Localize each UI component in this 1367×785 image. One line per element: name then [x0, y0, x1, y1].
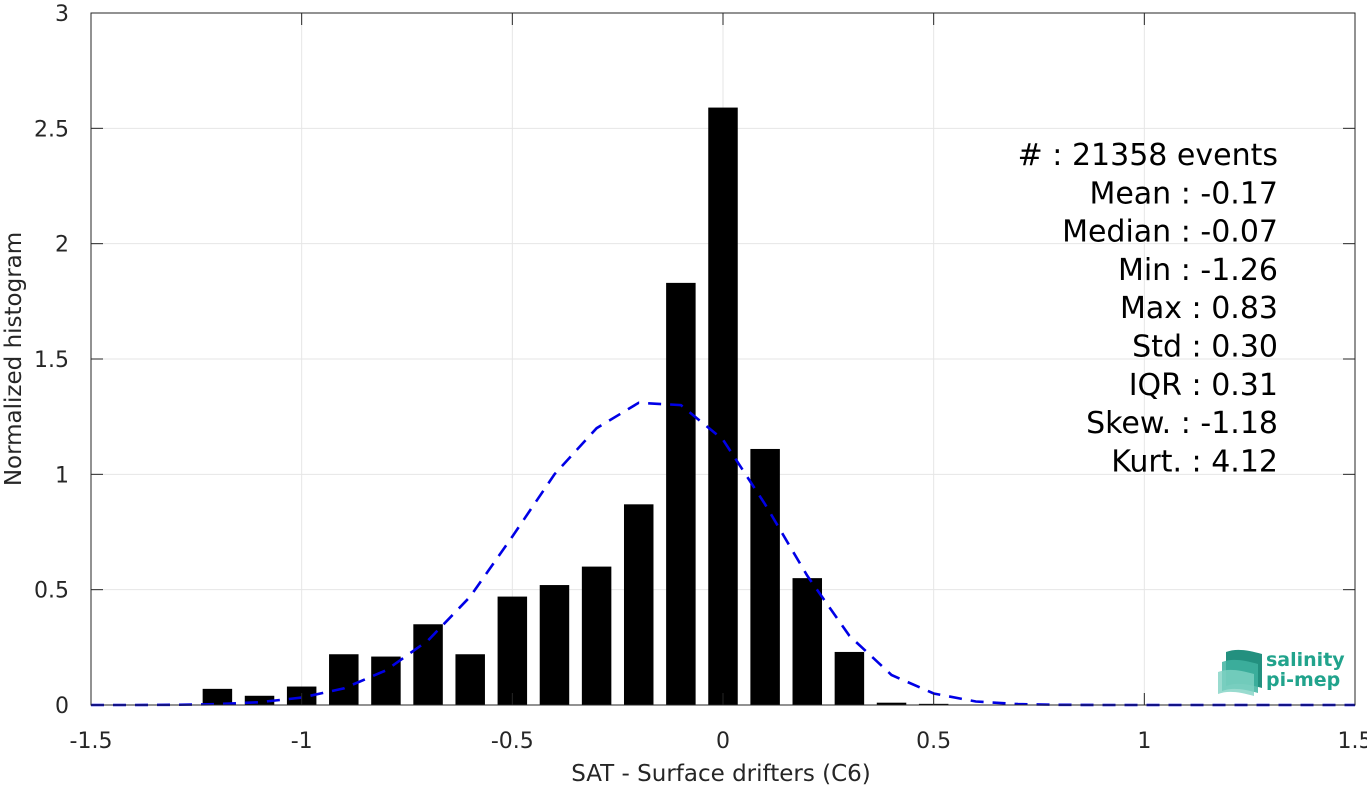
- bar-16: [876, 702, 907, 705]
- stat-line-6: IQR : 0.31: [1129, 368, 1278, 403]
- stat-line-8: Kurt. : 4.12: [1111, 444, 1278, 479]
- x-tick-label-2: -0.5: [491, 729, 534, 754]
- x-tick-label-1: -1: [291, 729, 313, 754]
- bar-12: [708, 107, 738, 705]
- y-tick-label-4: 2: [55, 233, 69, 258]
- bar-6: [455, 654, 485, 705]
- x-tick-label-3: 0: [716, 729, 730, 754]
- bar-1: [244, 695, 275, 705]
- x-tick-label-6: 1.5: [1338, 729, 1367, 754]
- x-tick-labels: -1.5 -1 -0.5 0 0.5 1 1.5: [70, 729, 1367, 754]
- y-tick-label-3: 1.5: [34, 348, 69, 373]
- stat-line-5: Std : 0.30: [1132, 330, 1278, 365]
- x-axis-label: SAT - Surface drifters (C6): [571, 761, 871, 785]
- logo-line2: pi-mep: [1266, 669, 1340, 691]
- y-tick-label-2: 1: [55, 463, 69, 488]
- stat-line-0: # : 21358 events: [1018, 138, 1278, 173]
- bar-7: [497, 596, 528, 705]
- bar-3: [329, 654, 359, 705]
- axis-ticks: [90, 12, 1356, 706]
- stat-line-4: Max : 0.83: [1120, 291, 1278, 326]
- logo-line1: salinity: [1266, 649, 1345, 671]
- x-tick-label-4: 0.5: [916, 729, 951, 754]
- bar-14: [792, 578, 823, 705]
- y-tick-label-0: 0: [55, 694, 69, 719]
- x-tick-label-5: 1: [1137, 729, 1151, 754]
- stat-line-1: Mean : -0.17: [1089, 176, 1278, 211]
- stat-line-7: Skew. : -1.18: [1086, 406, 1278, 441]
- bar-5: [413, 624, 443, 705]
- bars: [202, 107, 991, 705]
- wave-logo-icon: [1218, 649, 1262, 696]
- salinity-pimep-logo: salinity pi-mep: [1218, 649, 1345, 696]
- y-tick-label-5: 2.5: [34, 117, 69, 142]
- bar-9: [581, 566, 612, 705]
- x-tick-label-0: -1.5: [70, 729, 113, 754]
- bar-8: [539, 585, 570, 705]
- stat-line-2: Median : -0.07: [1062, 215, 1278, 250]
- y-axis-label: Normalized histogram: [1, 232, 27, 486]
- stat-line-3: Min : -1.26: [1118, 253, 1278, 288]
- bar-15: [834, 651, 865, 705]
- y-tick-label-6: 3: [55, 2, 69, 27]
- bar-13: [750, 448, 780, 705]
- bar-11: [666, 282, 696, 705]
- bar-0: [202, 688, 233, 705]
- bar-10: [623, 504, 654, 705]
- y-tick-labels: 0 0.5 1 1.5 2 2.5 3: [34, 2, 69, 719]
- y-tick-label-1: 0.5: [34, 579, 69, 604]
